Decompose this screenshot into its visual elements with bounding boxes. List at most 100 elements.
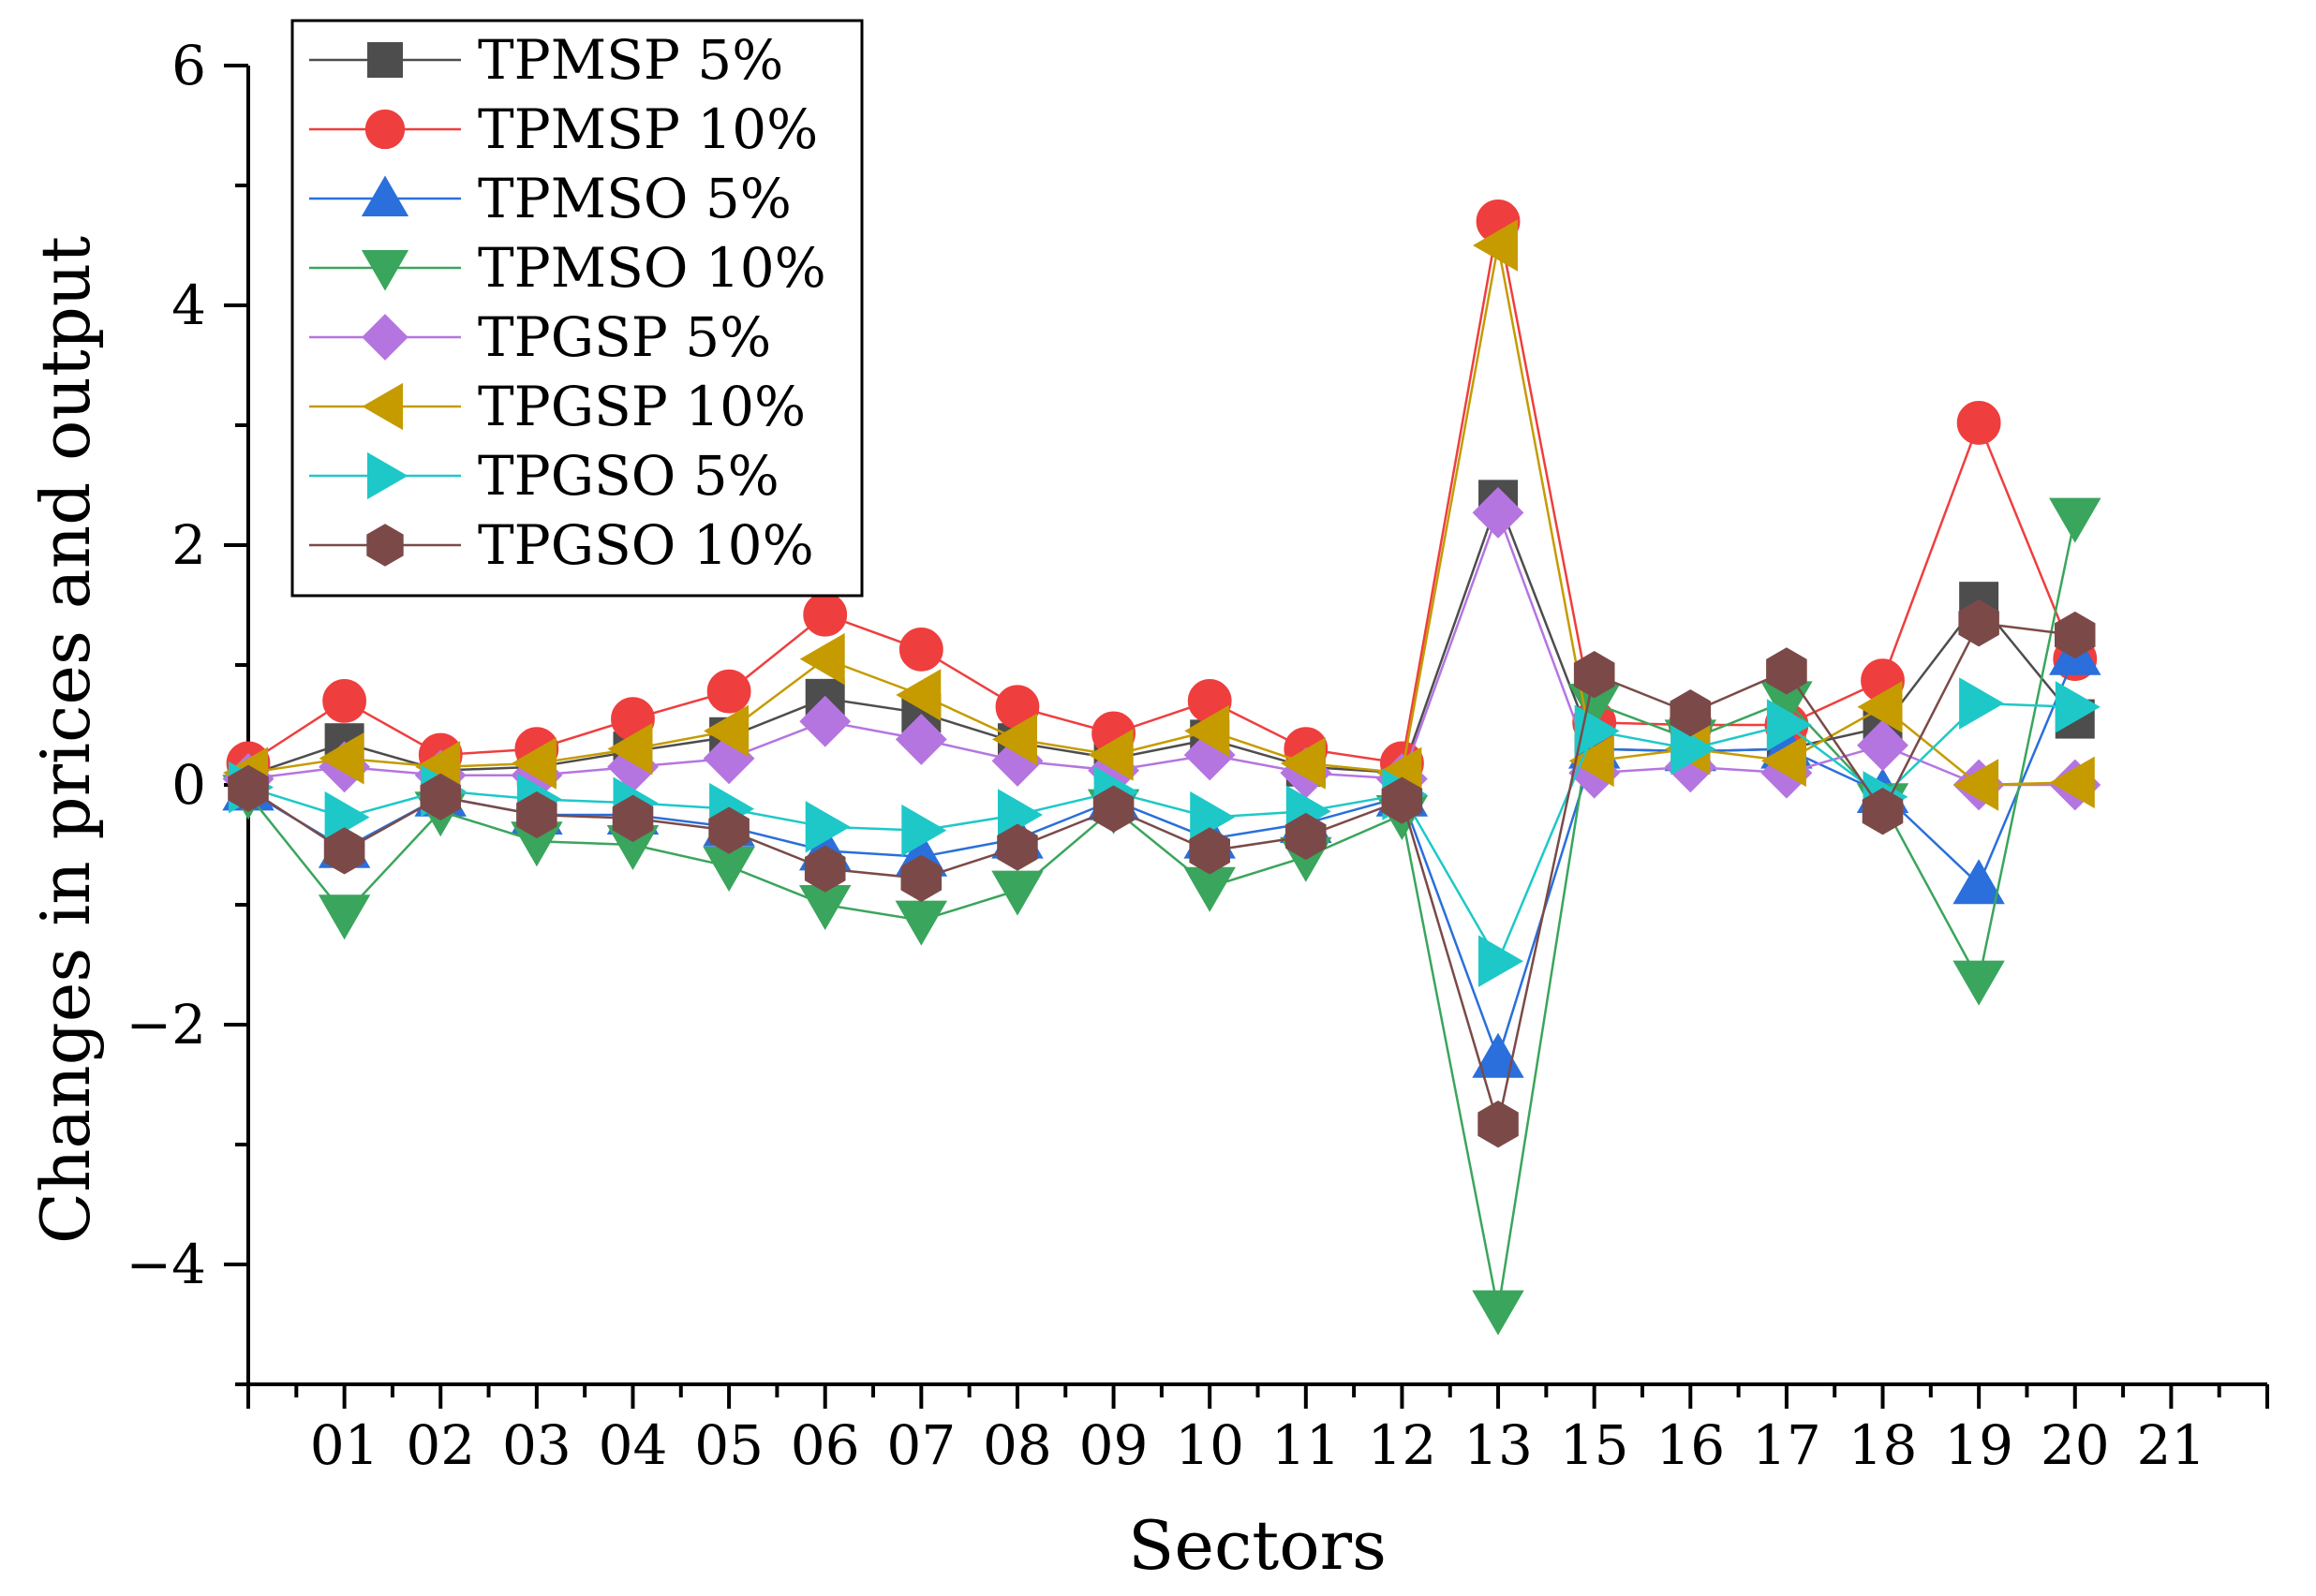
data-point — [362, 382, 403, 431]
data-point — [323, 827, 365, 875]
data-point — [2055, 611, 2096, 659]
data-point — [318, 894, 371, 940]
data-point — [900, 854, 943, 902]
legend-label: TPGSP 5% — [478, 305, 771, 369]
data-point — [1092, 785, 1135, 833]
legend-label: TPMSO 5% — [478, 167, 792, 230]
x-tick-label: 18 — [1848, 1413, 1918, 1477]
data-point — [511, 737, 557, 790]
legend-label: TPMSP 5% — [478, 28, 783, 92]
data-point — [1670, 689, 1712, 737]
y-axis-title: Changes in prices and output — [26, 236, 105, 1244]
data-point — [804, 845, 846, 893]
x-tick-label: 11 — [1271, 1413, 1341, 1477]
data-point — [1189, 827, 1230, 875]
data-point — [322, 679, 367, 723]
data-point — [420, 773, 461, 820]
data-point — [895, 900, 948, 946]
legend-label: TPMSP 10% — [478, 97, 818, 161]
legend-entry: TPGSP 10% — [309, 375, 806, 438]
y-tick-label: 0 — [171, 753, 206, 817]
data-point — [1568, 734, 1614, 788]
data-point — [1760, 734, 1806, 788]
y-tick-label: 4 — [171, 273, 206, 337]
data-point — [1862, 788, 1904, 835]
x-tick-label: 07 — [886, 1413, 956, 1477]
data-point — [1953, 759, 1999, 811]
x-axis-title: Sectors — [1128, 1506, 1387, 1585]
x-tick-label: 04 — [599, 1413, 668, 1477]
data-point — [1766, 699, 1812, 751]
data-point — [901, 804, 947, 857]
legend-entry: TPMSO 5% — [309, 167, 792, 230]
data-point — [1573, 651, 1615, 699]
y-tick-label: −4 — [126, 1233, 207, 1296]
data-point — [704, 704, 750, 758]
x-tick-label: 08 — [983, 1413, 1052, 1477]
data-point — [319, 732, 364, 785]
legend-entry: TPMSO 10% — [309, 236, 826, 300]
data-point — [1958, 599, 1999, 647]
data-point — [1478, 935, 1523, 987]
series-tpgsp-10 — [223, 219, 2095, 811]
data-point — [2049, 756, 2095, 809]
series-tpgso-10 — [228, 599, 2096, 1148]
data-point — [1766, 647, 1807, 695]
x-tick-label: 13 — [1463, 1413, 1533, 1477]
data-point — [997, 823, 1038, 871]
data-point — [1472, 1290, 1524, 1336]
y-tick-label: 6 — [171, 34, 206, 97]
data-point — [1857, 719, 1908, 772]
data-point — [895, 713, 947, 765]
x-tick-label: 15 — [1560, 1413, 1629, 1477]
x-tick-label: 03 — [502, 1413, 572, 1477]
data-point — [1670, 722, 1716, 776]
series-line — [247, 517, 2077, 1310]
x-tick-label: 12 — [1368, 1413, 1437, 1477]
data-point — [367, 42, 403, 78]
data-point — [362, 314, 408, 361]
x-tick-label: 10 — [1175, 1413, 1244, 1477]
data-point — [2055, 681, 2101, 733]
x-tick-label: 17 — [1752, 1413, 1821, 1477]
data-point — [364, 109, 406, 150]
data-point — [1477, 1101, 1519, 1148]
data-point — [706, 669, 751, 714]
data-point — [361, 175, 409, 216]
legend-label: TPGSO 10% — [478, 513, 814, 577]
data-point — [1857, 681, 1903, 733]
legend-entry: TPGSO 5% — [309, 444, 779, 508]
legend-entry: TPGSO 10% — [309, 513, 814, 577]
data-point — [898, 627, 943, 672]
legend: TPMSP 5%TPMSP 10%TPMSO 5%TPMSO 10%TPGSP … — [290, 19, 864, 598]
data-point — [1472, 486, 1524, 539]
x-tick-label: 19 — [1944, 1413, 2013, 1477]
legend-label: TPGSP 10% — [478, 375, 806, 438]
data-point — [1574, 704, 1620, 758]
series-tpmso-5 — [222, 629, 2101, 1078]
data-point — [1184, 704, 1230, 758]
series-layer — [222, 200, 2101, 1336]
data-point — [516, 791, 557, 839]
data-point — [1959, 677, 2005, 730]
data-point — [803, 592, 848, 637]
legend-label: TPGSO 5% — [478, 444, 779, 508]
y-tick-label: 2 — [171, 513, 206, 577]
x-tick-label: 09 — [1079, 1413, 1149, 1477]
legend-entry: TPGSP 5% — [309, 305, 771, 369]
data-point — [612, 794, 654, 842]
x-tick-label: 20 — [2041, 1413, 2110, 1477]
data-point — [2049, 497, 2101, 543]
data-point — [228, 764, 269, 812]
data-point — [1956, 401, 2001, 445]
data-point — [366, 524, 404, 567]
data-point — [361, 250, 409, 291]
legend-label: TPMSO 10% — [478, 236, 826, 300]
data-point — [607, 722, 653, 776]
x-tick-label: 06 — [791, 1413, 860, 1477]
data-point — [1381, 776, 1423, 824]
x-tick-label: 05 — [694, 1413, 764, 1477]
x-tick-label: 21 — [2136, 1413, 2205, 1477]
